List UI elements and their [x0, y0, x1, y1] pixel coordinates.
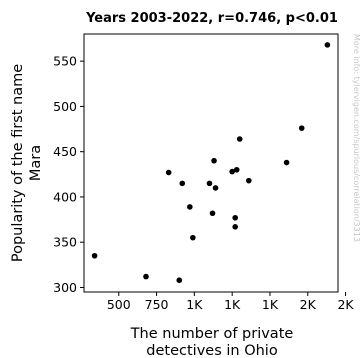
y-axis: 300 350 400 450 500 550	[53, 54, 84, 295]
y-tick-label: 550	[53, 54, 77, 69]
data-point	[232, 224, 238, 230]
data-point	[233, 166, 240, 173]
data-point	[190, 234, 196, 241]
data-point	[206, 180, 213, 187]
data-point	[187, 204, 193, 210]
data-point	[143, 273, 149, 280]
x-axis-label-line-2: detectives in Ohio	[146, 343, 278, 358]
data-point	[209, 210, 216, 217]
x-axis: 500 750 1K 1K 1K 2K 2K	[107, 292, 354, 312]
x-axis-label-line-1: The number of private	[130, 326, 294, 342]
data-point	[91, 252, 98, 259]
data-point	[283, 159, 290, 166]
data-point	[245, 177, 252, 184]
data-points	[91, 42, 331, 284]
chart-title: Years 2003-2022, r=0.746, p<0.01	[85, 11, 338, 26]
x-tick-label: 1K	[186, 297, 203, 312]
source-credit: More info: tylervigen.com/spurious/corre…	[352, 34, 361, 242]
data-point	[324, 42, 331, 48]
data-point	[179, 180, 186, 187]
y-tick-label: 300	[53, 280, 77, 295]
x-tick-label: 750	[145, 297, 169, 312]
x-tick-label: 1K	[224, 297, 241, 312]
plot-frame	[83, 33, 339, 293]
data-point	[229, 168, 235, 175]
y-axis-label-line-1: Popularity of the first name	[10, 64, 26, 262]
y-tick-label: 450	[53, 144, 77, 159]
y-tick-label: 500	[53, 99, 77, 114]
y-tick-label: 350	[53, 235, 77, 250]
data-point	[236, 136, 243, 142]
y-axis-label-line-2: Mara	[28, 145, 44, 181]
data-point	[176, 277, 183, 284]
x-tick-label: 1K	[262, 297, 279, 312]
y-tick-label: 400	[53, 189, 77, 204]
x-tick-label: 500	[107, 297, 131, 312]
data-point	[298, 125, 305, 131]
x-tick-label: 2K	[337, 297, 354, 312]
data-point	[232, 214, 238, 221]
data-point	[165, 169, 172, 176]
data-point	[212, 185, 219, 191]
data-point	[211, 157, 217, 164]
x-tick-label: 2K	[300, 297, 317, 312]
